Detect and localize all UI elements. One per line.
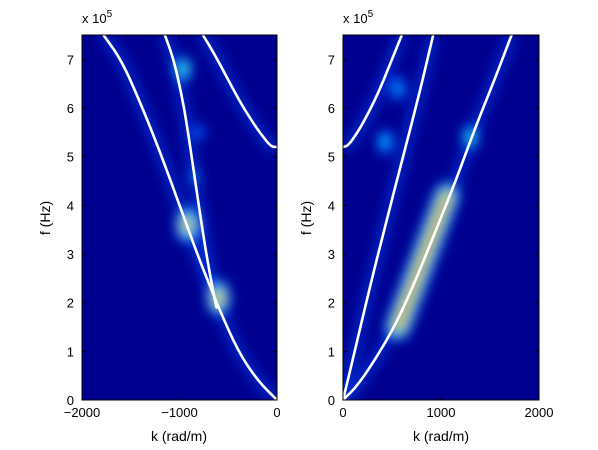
right-x-tick-label-2: 2000 [525, 405, 554, 420]
left-dispersion-curve-2 [201, 35, 277, 149]
left-y-tick-label-1: 1 [67, 344, 74, 359]
left-axis-ticks: −2000 −1000 0 0 1 2 3 4 5 6 7 [64, 35, 281, 420]
right-y-tick-label-3: 3 [328, 247, 335, 262]
left-x-tick-label-0: −2000 [64, 405, 101, 420]
right-x-tick-label-1: 1000 [427, 405, 456, 420]
left-y-tick-label-4: 4 [67, 198, 74, 213]
left-plot: −2000 −1000 0 0 1 2 3 4 5 6 7 x 105 k (rad/m) f (H… [37, 9, 281, 444]
left-x-axis-label: k (rad/m) [151, 428, 207, 444]
right-plot: 0 1000 2000 0 1 2 3 4 5 6 7 x 105 k (rad/m) f (Hz) [298, 9, 553, 444]
left-dispersion-curve-0 [102, 35, 277, 400]
left-y-tick-label-3: 3 [67, 247, 74, 262]
right-y-tick-label-0: 0 [328, 393, 335, 408]
left-y-multiplier: x 105 [82, 9, 113, 26]
left-y-tick-label-7: 7 [67, 52, 74, 67]
right-x-tick-label-0: 0 [339, 405, 346, 420]
left-y-tick-label-0: 0 [67, 393, 74, 408]
right-axis-ticks: 0 1000 2000 0 1 2 3 4 5 6 7 [328, 35, 554, 420]
right-y-multiplier: x 105 [343, 9, 374, 26]
left-dispersion-curve-1 [163, 35, 218, 309]
right-energy-spot-2-3 [394, 83, 401, 94]
left-y-tick-label-5: 5 [67, 150, 74, 165]
right-y-tick-label-4: 4 [328, 198, 335, 213]
right-dispersion-curves [343, 35, 513, 400]
right-x-axis-label: k (rad/m) [413, 428, 469, 444]
right-y-axis-label: f (Hz) [298, 201, 314, 235]
right-dispersion-curve-1 [343, 35, 435, 400]
left-dispersion-curves [102, 35, 277, 400]
left-energy-spot-4-3 [196, 127, 202, 137]
left-x-tick-label-1: −1000 [161, 405, 198, 420]
right-y-tick-label-1: 1 [328, 344, 335, 359]
right-dispersion-curve-0 [343, 35, 513, 400]
left-energy-spot-2-3 [180, 64, 187, 74]
right-y-tick-label-7: 7 [328, 52, 335, 67]
right-dispersion-curve-2 [343, 35, 404, 149]
right-y-tick-label-5: 5 [328, 150, 335, 165]
left-x-tick-label-2: 0 [273, 405, 280, 420]
right-y-tick-label-2: 2 [328, 296, 335, 311]
left-y-tick-label-6: 6 [67, 101, 74, 116]
right-energy-spot-1-3 [382, 137, 389, 147]
left-y-tick-label-2: 2 [67, 296, 74, 311]
right-y-tick-label-6: 6 [328, 101, 335, 116]
left-y-axis-label: f (Hz) [37, 201, 53, 235]
